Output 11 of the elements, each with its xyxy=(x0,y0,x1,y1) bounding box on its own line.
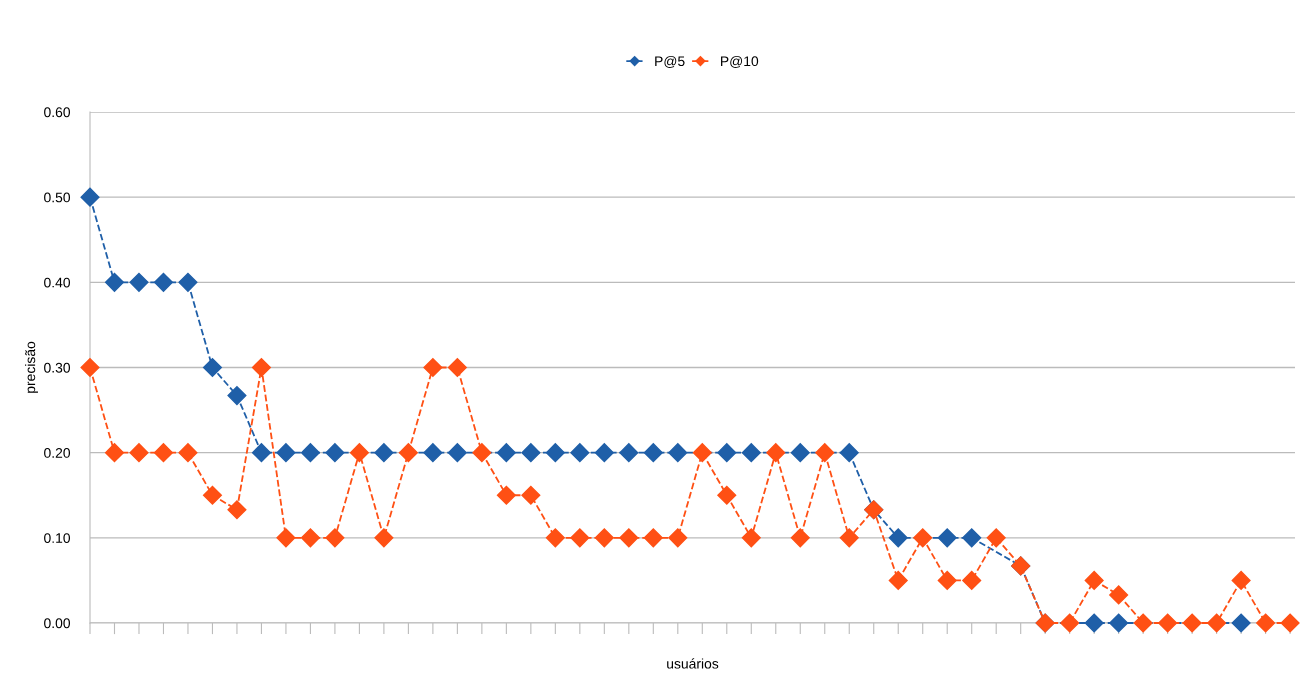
y-tick-label: 0.00 xyxy=(44,618,71,629)
legend-label: P@10 xyxy=(721,55,759,68)
y-axis-title: precisão xyxy=(25,341,38,393)
y-tick-label: 0.20 xyxy=(44,448,71,458)
y-tick-label: 0.30 xyxy=(44,362,71,373)
y-tick-label: 0.10 xyxy=(44,533,71,543)
y-tick-label: 0.60 xyxy=(44,107,71,118)
x-axis-title: usuários xyxy=(667,658,719,669)
legend-label: P@5 xyxy=(655,55,685,68)
y-tick-label: 0.50 xyxy=(44,192,71,203)
y-tick-label: 0.40 xyxy=(44,277,71,288)
